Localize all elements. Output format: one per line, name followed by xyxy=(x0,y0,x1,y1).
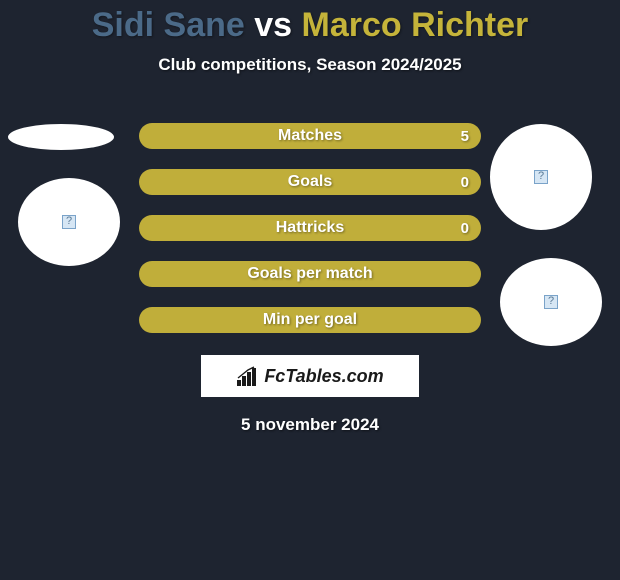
stat-value: 0 xyxy=(461,220,469,237)
placeholder-icon xyxy=(544,295,558,309)
player-avatar-right-1 xyxy=(490,124,592,230)
player2-name: Marco Richter xyxy=(302,6,529,44)
player-avatar-left xyxy=(18,178,120,266)
stat-label: Matches xyxy=(278,127,342,145)
stat-label: Goals xyxy=(288,173,332,191)
stat-value: 0 xyxy=(461,174,469,191)
vs-text: vs xyxy=(254,6,292,44)
player-avatar-right-2 xyxy=(500,258,602,346)
decorative-ellipse-left xyxy=(8,124,114,150)
stat-label: Hattricks xyxy=(276,219,344,237)
date-text: 5 november 2024 xyxy=(0,415,620,435)
placeholder-icon xyxy=(534,170,548,184)
brand-badge: FcTables.com xyxy=(201,355,419,397)
stat-bar-hattricks: Hattricks 0 xyxy=(139,215,481,241)
stat-label: Min per goal xyxy=(263,311,357,329)
stat-bar-goals: Goals 0 xyxy=(139,169,481,195)
stat-value: 5 xyxy=(461,128,469,145)
player1-name: Sidi Sane xyxy=(92,6,245,44)
subtitle: Club competitions, Season 2024/2025 xyxy=(0,55,620,75)
stat-bar-min-per-goal: Min per goal xyxy=(139,307,481,333)
stat-bar-matches: Matches 5 xyxy=(139,123,481,149)
bar-chart-icon xyxy=(236,366,258,386)
comparison-title: Sidi Sane vs Marco Richter xyxy=(0,0,620,45)
stats-bars: Matches 5 Goals 0 Hattricks 0 Goals per … xyxy=(139,123,481,333)
brand-text: FcTables.com xyxy=(264,366,383,387)
placeholder-icon xyxy=(62,215,76,229)
stat-bar-goals-per-match: Goals per match xyxy=(139,261,481,287)
stat-label: Goals per match xyxy=(247,265,372,283)
